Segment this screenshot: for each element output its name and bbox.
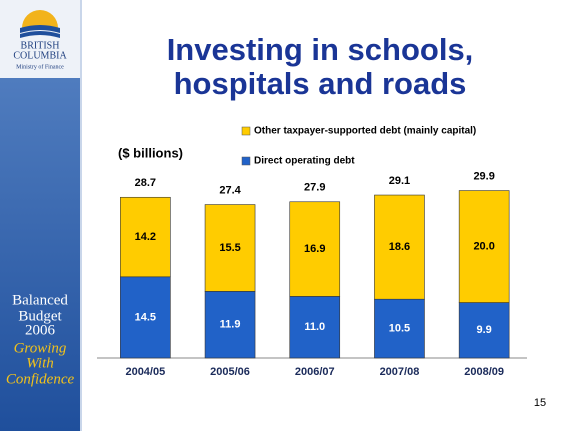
value-label: 18.6 [389,241,410,253]
value-label: 11.0 [304,321,325,333]
value-label: 14.5 [135,311,156,323]
unit-label: ($ billions) [118,145,183,160]
value-label: 11.9 [220,319,241,331]
tagline: Confidence [6,371,75,387]
budget-text: Budget [18,308,62,324]
legend-label: Direct operating debt [254,156,355,167]
total-label: 29.1 [389,175,410,187]
legend-swatch [241,156,251,166]
bar-segment [204,291,256,359]
tagline: With [26,355,54,371]
value-label: 9.9 [477,324,492,336]
title: Investing in schools, [167,32,474,67]
title: hospitals and roads [174,66,467,101]
total-label: 28.7 [135,177,156,189]
page-number: 15 [534,397,546,409]
sun-logo [20,10,60,38]
bar-segment [458,190,510,303]
bar-segment [374,194,425,300]
bar-segment [289,201,341,297]
legend-label: Other taxpayer-supported debt (mainly ca… [254,126,476,137]
bar-segment [458,302,510,359]
x-tick-label: 2005/06 [210,366,250,378]
logo-text: COLUMBIA [13,50,67,61]
tagline: Growing [14,340,67,356]
legend-swatch [241,126,251,136]
logo-ministry: Ministry of Finance [16,63,64,70]
total-label: 27.4 [219,184,241,196]
value-label: 20.0 [473,240,494,252]
value-label: 16.9 [304,243,325,255]
x-tick-label: 2008/09 [464,366,504,378]
total-label: 27.9 [304,182,325,194]
x-tick-label: 2007/08 [380,366,420,378]
x-tick-label: 2006/07 [295,366,335,378]
budget-text: 2006 [25,322,56,338]
total-label: 29.9 [473,170,494,182]
bar-segment [120,196,171,278]
value-label: 15.5 [219,242,240,254]
bar-segment [120,276,171,359]
budget-text: Balanced [12,292,68,308]
value-label: 10.5 [389,323,410,335]
value-label: 14.2 [135,231,156,243]
bar-segment [374,298,425,359]
bar-segment [204,204,256,292]
x-tick-label: 2004/05 [125,366,165,378]
logo-text: BRITISH [21,40,60,51]
